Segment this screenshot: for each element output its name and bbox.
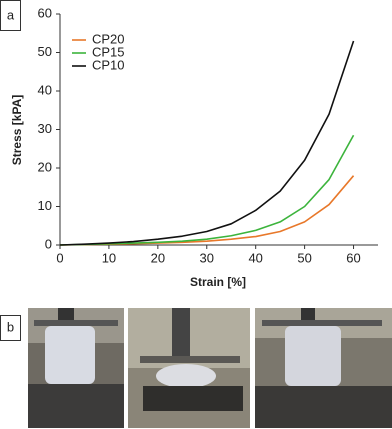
y-tick-label: 50	[38, 44, 52, 59]
photo	[28, 308, 124, 428]
x-tick-label: 60	[346, 250, 360, 265]
legend-label: CP10	[92, 57, 125, 72]
x-tick-label: 30	[200, 250, 214, 265]
x-tick-label: 20	[151, 250, 165, 265]
legend-label: CP15	[92, 44, 125, 59]
panel-label: b	[7, 319, 14, 334]
series-line	[59, 175, 355, 246]
y-tick-label: 40	[38, 82, 52, 97]
x-tick-label: 40	[248, 250, 262, 265]
y-tick-label: 60	[38, 5, 52, 20]
y-tick-label: 20	[38, 159, 52, 174]
panel-label: a	[7, 7, 15, 22]
y-axis-title: Stress [kPA]	[10, 95, 24, 165]
panel-label-box	[0, 315, 21, 341]
panel-label-box	[0, 0, 21, 31]
photo	[128, 308, 250, 428]
series-line	[59, 40, 355, 246]
y-tick-label: 0	[45, 236, 52, 251]
y-tick-label: 10	[38, 198, 52, 213]
legend-label: CP20	[92, 31, 125, 46]
x-tick-label: 0	[56, 250, 63, 265]
x-axis-title: Strain [%]	[190, 275, 246, 289]
y-tick-label: 30	[38, 121, 52, 136]
x-tick-label: 50	[297, 250, 311, 265]
photo	[255, 308, 392, 428]
x-tick-label: 10	[102, 250, 116, 265]
